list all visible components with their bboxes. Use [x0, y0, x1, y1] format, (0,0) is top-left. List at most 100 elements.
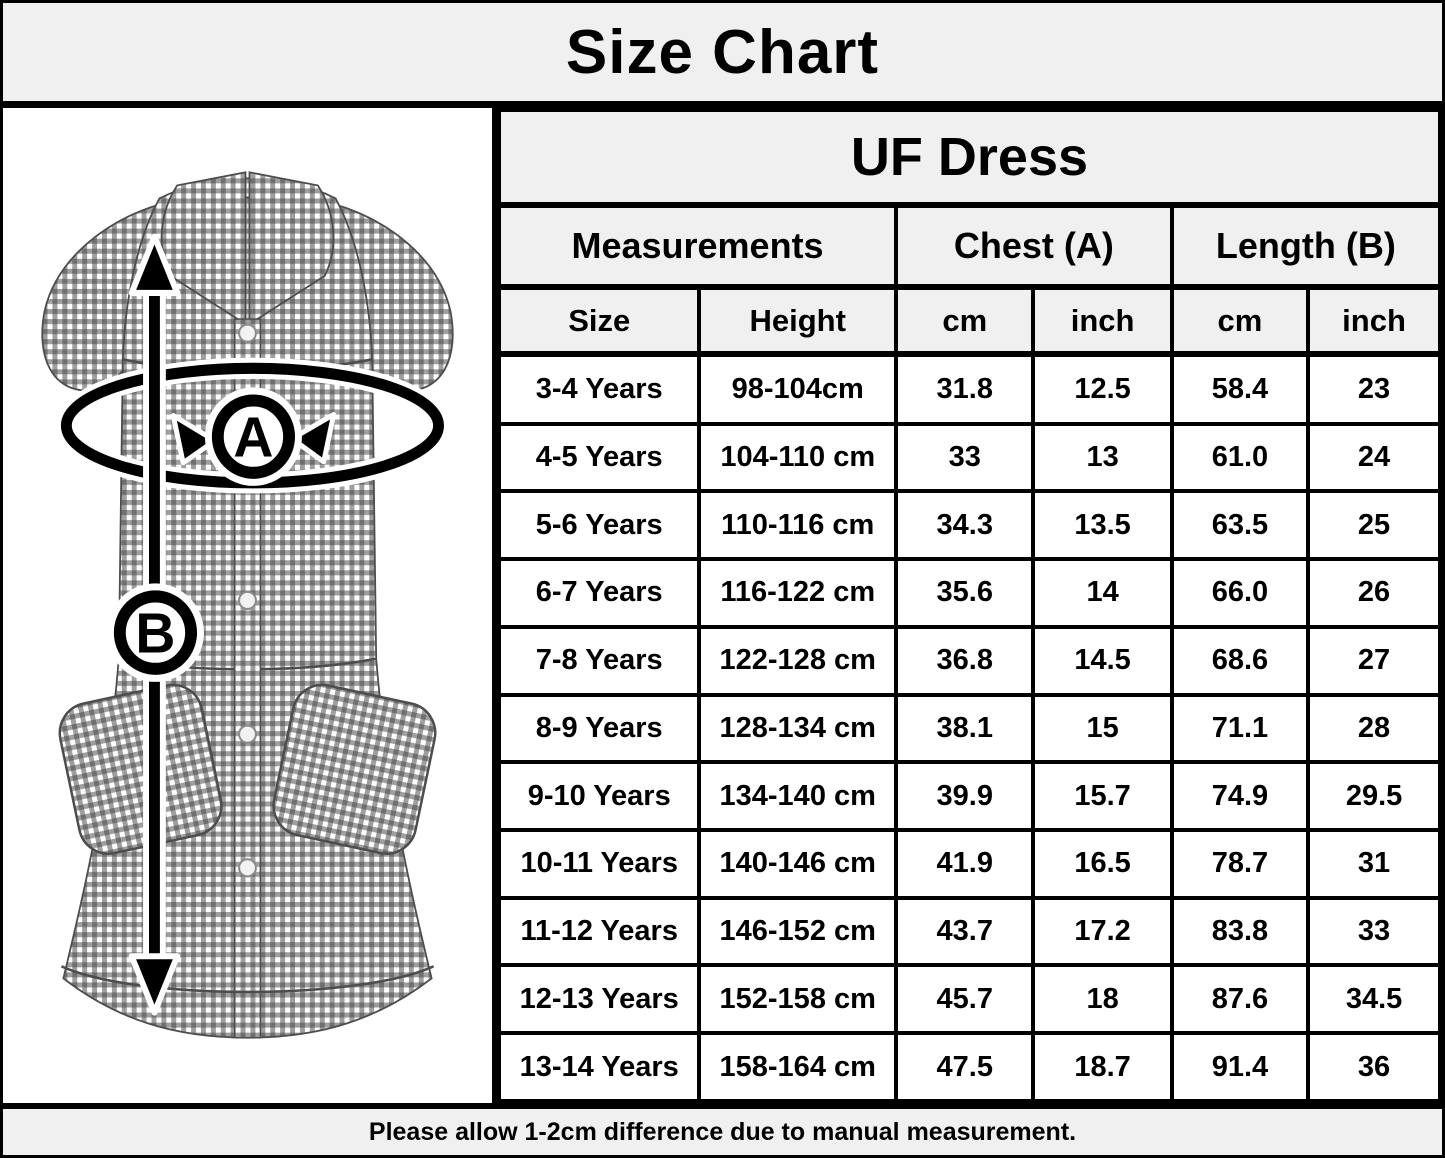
- length-cm-cell: 63.5: [1169, 489, 1311, 562]
- dress-pocket-right: [272, 683, 437, 855]
- button: [238, 590, 257, 611]
- length-cm-cell: 74.9: [1169, 760, 1311, 832]
- size-cell: 3-4 Years: [496, 352, 702, 426]
- height-cell: 158-164 cm: [697, 1031, 899, 1103]
- chest-inch-cell: 12.5: [1031, 352, 1174, 426]
- length-cm-cell: 61.0: [1169, 421, 1311, 494]
- chest-inch-cell: 17.2: [1031, 895, 1174, 968]
- chest-inch-cell: 15: [1031, 692, 1174, 765]
- dress-pocket-left: [58, 683, 223, 855]
- length-cm-cell: 66.0: [1169, 557, 1311, 629]
- chest-cm-cell: 45.7: [894, 963, 1036, 1036]
- length-marker-label: B: [135, 601, 175, 664]
- length-inch-cell: 34.5: [1306, 963, 1442, 1036]
- chest-cm-cell: 36.8: [894, 624, 1036, 697]
- size-cell: 4-5 Years: [496, 421, 702, 494]
- header-length: Length (B): [1169, 203, 1442, 290]
- page-title: Size Chart: [3, 3, 1442, 108]
- header-chest-cm: cm: [894, 285, 1036, 357]
- header-measurements: Measurements: [496, 203, 899, 290]
- height-cell: 128-134 cm: [697, 692, 899, 765]
- size-cell: 8-9 Years: [496, 692, 702, 765]
- length-inch-cell: 33: [1306, 895, 1442, 968]
- table-row: 13-14 Years 158-164 cm 47.5 18.7 91.4 36: [496, 1031, 1442, 1103]
- group-header-row: Measurements Chest (A) Length (B): [496, 203, 1442, 290]
- size-table-panel: UF Dress Measurements Chest (A) Length (…: [496, 108, 1442, 1103]
- table-row: 10-11 Years 140-146 cm 41.9 16.5 78.7 31: [496, 827, 1442, 900]
- size-cell: 13-14 Years: [496, 1031, 702, 1103]
- height-cell: 116-122 cm: [697, 557, 899, 629]
- dress-collar-right: [248, 171, 335, 326]
- table-row: 3-4 Years 98-104cm 31.8 12.5 58.4 23: [496, 352, 1442, 426]
- header-chest: Chest (A): [894, 203, 1174, 290]
- dress-diagram-panel: A B: [3, 108, 497, 1103]
- size-cell: 6-7 Years: [496, 557, 702, 629]
- length-cm-cell: 58.4: [1169, 352, 1311, 426]
- table-row: 11-12 Years 146-152 cm 43.7 17.2 83.8 33: [496, 895, 1442, 968]
- length-inch-cell: 24: [1306, 421, 1442, 494]
- header-product: UF Dress: [497, 108, 1442, 208]
- chest-cm-cell: 43.7: [894, 895, 1036, 968]
- length-arrowhead-top: [128, 233, 181, 296]
- content-area: A B: [3, 108, 1442, 1103]
- chest-cm-cell: 39.9: [894, 760, 1036, 832]
- length-cm-cell: 68.6: [1169, 624, 1311, 697]
- chest-inch-cell: 18.7: [1031, 1031, 1174, 1103]
- height-cell: 140-146 cm: [697, 827, 899, 900]
- size-cell: 5-6 Years: [496, 489, 702, 562]
- chest-cm-cell: 35.6: [894, 557, 1036, 629]
- length-inch-cell: 36: [1306, 1031, 1442, 1103]
- height-cell: 98-104cm: [697, 352, 899, 426]
- table-row: 8-9 Years 128-134 cm 38.1 15 71.1 28: [496, 692, 1442, 765]
- column-header-row: Size Height cm inch cm inch: [496, 285, 1442, 357]
- measurement-note: Please allow 1-2cm difference due to man…: [3, 1103, 1442, 1155]
- chest-cm-cell: 31.8: [894, 352, 1036, 426]
- size-cell: 12-13 Years: [496, 963, 702, 1036]
- header-length-inch: inch: [1306, 285, 1442, 357]
- table-row: 6-7 Years 116-122 cm 35.6 14 66.0 26: [496, 557, 1442, 629]
- length-inch-cell: 23: [1306, 352, 1442, 426]
- height-cell: 104-110 cm: [697, 421, 899, 494]
- chest-inch-cell: 16.5: [1031, 827, 1174, 900]
- size-cell: 11-12 Years: [496, 895, 702, 968]
- length-cm-cell: 71.1: [1169, 692, 1311, 765]
- length-inch-cell: 26: [1306, 557, 1442, 629]
- chest-arrowhead-left: [170, 413, 218, 466]
- length-inch-cell: 25: [1306, 489, 1442, 562]
- length-cm-cell: 78.7: [1169, 827, 1311, 900]
- chest-cm-cell: 33: [894, 421, 1036, 494]
- chest-inch-cell: 15.7: [1031, 760, 1174, 832]
- length-cm-cell: 83.8: [1169, 895, 1311, 968]
- hem-seam: [60, 965, 435, 994]
- size-cell: 7-8 Years: [496, 624, 702, 697]
- dress-figure: [41, 171, 454, 1039]
- height-cell: 122-128 cm: [697, 624, 899, 697]
- height-cell: 134-140 cm: [697, 760, 899, 832]
- chest-inch-cell: 13.5: [1031, 489, 1174, 562]
- chest-cm-cell: 41.9: [894, 827, 1036, 900]
- chest-inch-cell: 14: [1031, 557, 1174, 629]
- length-inch-cell: 28: [1306, 692, 1442, 765]
- height-cell: 110-116 cm: [697, 489, 899, 562]
- button: [238, 724, 257, 744]
- chest-cm-cell: 34.3: [894, 489, 1036, 562]
- chest-inch-cell: 14.5: [1031, 624, 1174, 697]
- size-table: UF Dress Measurements Chest (A) Length (…: [496, 108, 1442, 1103]
- table-row: 4-5 Years 104-110 cm 33 13 61.0 24: [496, 421, 1442, 494]
- chest-inch-cell: 13: [1031, 421, 1174, 494]
- chest-inch-cell: 18: [1031, 963, 1174, 1036]
- product-header-row: UF Dress: [497, 108, 1442, 208]
- table-row: 12-13 Years 152-158 cm 45.7 18 87.6 34.5: [496, 963, 1442, 1036]
- size-cell: 10-11 Years: [496, 827, 702, 900]
- header-size: Size: [496, 285, 702, 357]
- length-arrowhead-bottom: [128, 953, 181, 1016]
- height-cell: 146-152 cm: [697, 895, 899, 968]
- length-inch-cell: 29.5: [1306, 760, 1442, 832]
- header-height: Height: [697, 285, 899, 357]
- dress-illustration: A B: [41, 171, 454, 1039]
- size-cell: 9-10 Years: [496, 760, 702, 832]
- table-row: 9-10 Years 134-140 cm 39.9 15.7 74.9 29.5: [496, 760, 1442, 832]
- chest-marker-label: A: [233, 405, 273, 468]
- length-inch-cell: 31: [1306, 827, 1442, 900]
